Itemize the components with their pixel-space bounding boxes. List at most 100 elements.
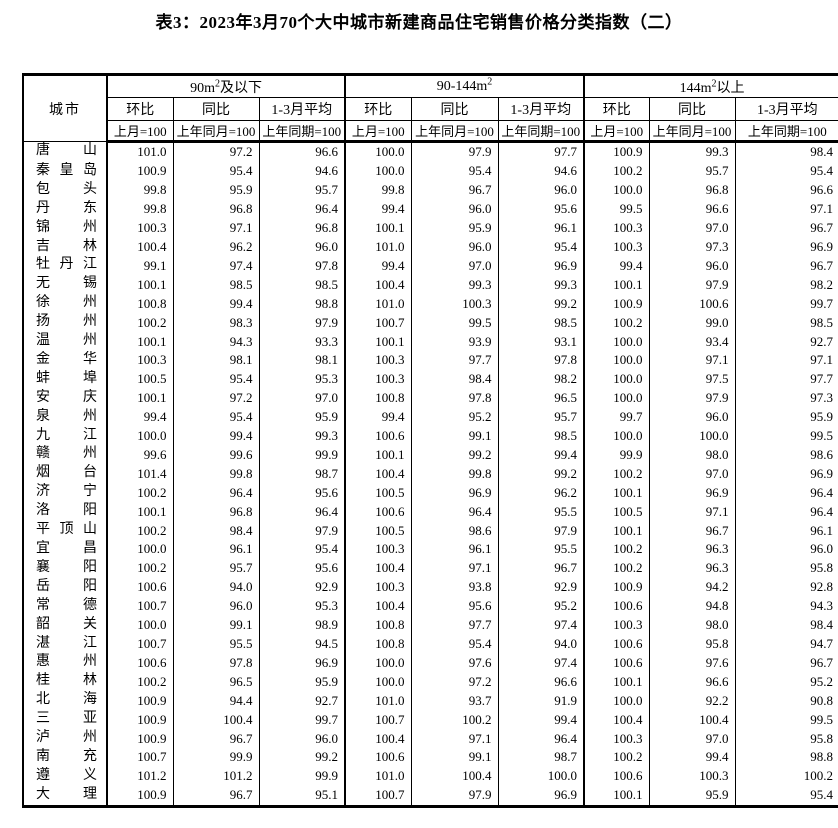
value-cell: 97.9	[410, 141, 499, 162]
value-cell: 100.1	[583, 672, 650, 692]
value-cell: 100.0	[344, 141, 412, 162]
value-cell: 100.7	[106, 634, 173, 654]
value-cell: 100.4	[106, 237, 173, 257]
value-cell: 100.5	[106, 369, 173, 389]
value-cell: 99.1	[410, 426, 499, 446]
value-cell: 98.6	[734, 445, 838, 465]
value-cell: 97.5	[648, 369, 736, 389]
value-cell: 100.0	[583, 332, 650, 351]
table-row: 锦州 100.3 97.1 96.8 100.1 95.9 96.1 100.3 97.0 96.…	[23, 218, 838, 238]
value-cell: 95.4	[497, 237, 585, 257]
value-cell: 100.0	[497, 766, 585, 786]
value-cell: 96.0	[172, 596, 259, 616]
value-cell: 95.7	[648, 161, 736, 181]
value-cell: 101.0	[344, 766, 412, 786]
value-cell: 97.9	[648, 275, 736, 295]
value-cell: 98.9	[258, 615, 346, 635]
city-cell: 惠州	[36, 654, 97, 670]
value-cell: 99.2	[497, 294, 585, 314]
value-cell: 96.4	[172, 483, 259, 503]
table-row: 徐州 100.8 99.4 98.8 101.0 100.3 99.2 100.9 100.6 9…	[23, 294, 838, 314]
value-cell: 96.7	[734, 218, 838, 238]
value-cell: 100.4	[344, 464, 412, 484]
value-cell: 96.3	[648, 558, 736, 578]
value-cell: 92.2	[648, 691, 736, 711]
value-cell: 97.1	[172, 218, 259, 238]
table-header: 城市 90m2及以下 90-144m2 144m2以上 环比 同比 1-3月平均…	[23, 74, 838, 143]
value-cell: 100.6	[344, 426, 412, 446]
table-row: 丹东 99.8 96.8 96.4 99.4 96.0 95.6 99.5 96.6 97.1	[23, 199, 838, 219]
table-row: 洛阳 100.1 96.8 96.4 100.6 96.4 95.5 100.5 97.1 96.…	[23, 502, 838, 522]
table-row: 唐山 101.0 97.2 96.6 100.0 97.9 97.7 100.9 99.3 98.…	[23, 141, 838, 162]
value-cell: 99.2	[410, 445, 499, 465]
value-cell: 100.6	[106, 653, 173, 673]
superscript: 2	[711, 77, 717, 89]
value-cell: 98.5	[258, 275, 346, 295]
city-cell: 南充	[36, 748, 97, 764]
value-cell: 96.9	[497, 256, 585, 276]
value-cell: 97.4	[172, 256, 259, 276]
value-cell: 100.7	[106, 747, 173, 767]
city-cell: 泉州	[36, 408, 97, 424]
value-cell: 100.1	[583, 521, 650, 541]
value-cell: 98.5	[497, 426, 585, 446]
value-cell: 100.5	[344, 483, 412, 503]
value-cell: 94.8	[648, 596, 736, 616]
value-cell: 100.2	[106, 521, 173, 541]
table-row: 三亚 100.9 100.4 99.7 100.7 100.2 99.4 100.4 100.4…	[23, 710, 838, 730]
value-cell: 95.3	[258, 596, 346, 616]
value-cell: 100.6	[583, 766, 650, 786]
value-cell: 100.4	[583, 710, 650, 730]
city-cell: 济宁	[36, 484, 97, 500]
table-row: 秦皇岛 100.9 95.4 94.6 100.0 95.4 94.6 100.2 95.7 95…	[23, 161, 838, 181]
value-cell: 95.6	[497, 199, 585, 219]
page-title: 表3：2023年3月70个大中城市新建商品住宅销售价格分类指数（二）	[155, 13, 683, 32]
value-cell: 96.9	[734, 464, 838, 484]
table-row: 襄阳 100.2 95.7 95.6 100.4 97.1 96.7 100.2 96.3 95.…	[23, 558, 838, 578]
city-cell: 牡丹江	[36, 257, 97, 273]
value-cell: 92.8	[734, 577, 838, 597]
base-header-yoy-g3: 上年同月=100	[648, 120, 736, 143]
group-label-part: 以上	[716, 80, 745, 96]
col-header-yoy-g2: 同比	[410, 97, 499, 121]
value-cell: 100.6	[344, 747, 412, 767]
value-cell: 100.7	[344, 710, 412, 730]
value-cell: 97.9	[258, 521, 346, 541]
value-cell: 100.7	[344, 313, 412, 333]
value-cell: 97.8	[172, 653, 259, 673]
value-cell: 92.9	[497, 577, 585, 597]
value-cell: 95.4	[734, 161, 838, 181]
value-cell: 96.1	[734, 521, 838, 541]
value-cell: 96.7	[648, 521, 736, 541]
group-label-part: 144m	[679, 80, 712, 96]
value-cell: 95.4	[734, 785, 838, 807]
value-cell: 100.4	[344, 558, 412, 578]
value-cell: 96.5	[172, 672, 259, 692]
value-cell: 100.2	[583, 161, 650, 181]
value-cell: 96.6	[648, 199, 736, 219]
city-cell: 包头	[36, 181, 97, 197]
value-cell: 97.9	[410, 785, 499, 807]
value-cell: 96.8	[172, 199, 259, 219]
value-cell: 97.8	[258, 256, 346, 276]
value-cell: 99.2	[497, 464, 585, 484]
table-row: 无锡 100.1 98.5 98.5 100.4 99.3 99.3 100.1 97.9 98.…	[23, 275, 838, 295]
value-cell: 95.9	[648, 785, 736, 807]
value-cell: 94.3	[734, 596, 838, 616]
value-cell: 95.9	[258, 672, 346, 692]
value-cell: 97.0	[648, 729, 736, 748]
value-cell: 100.1	[583, 483, 650, 503]
value-cell: 95.5	[497, 540, 585, 559]
city-cell: 三亚	[36, 711, 97, 727]
value-cell: 100.9	[106, 161, 173, 181]
col-header-yoy-g3: 同比	[648, 97, 736, 121]
value-cell: 92.7	[734, 332, 838, 351]
value-cell: 100.6	[344, 502, 412, 522]
value-cell: 95.4	[410, 634, 499, 654]
city-cell: 无锡	[36, 276, 97, 292]
city-cell: 吉林	[36, 238, 97, 254]
value-cell: 100.1	[106, 388, 173, 408]
value-cell: 94.0	[497, 634, 585, 654]
value-cell: 99.4	[583, 256, 650, 276]
value-cell: 99.3	[258, 426, 346, 446]
